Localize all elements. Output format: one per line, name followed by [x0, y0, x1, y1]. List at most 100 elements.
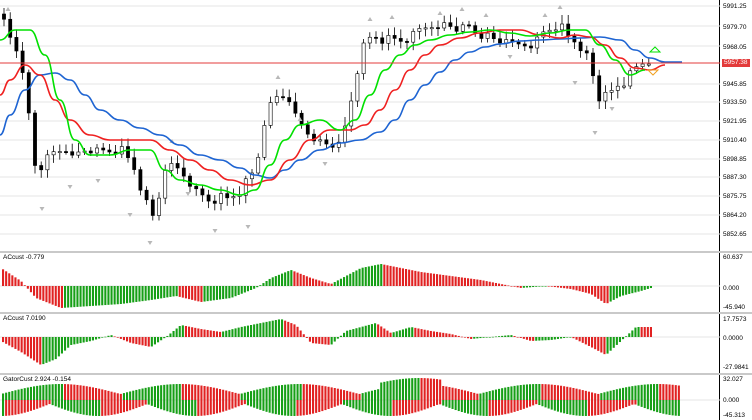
fractal-arrow — [367, 17, 373, 21]
ac2-plot-area[interactable]: ACcust 7.0190 — [0, 314, 720, 373]
panel-separator[interactable] — [0, 251, 752, 253]
gator-upper-bar — [529, 384, 532, 400]
histogram-bar — [560, 286, 563, 288]
gator-lower-bar — [8, 400, 11, 416]
candle-body — [287, 97, 292, 103]
candle-body — [88, 150, 93, 154]
gator-upper-bar — [445, 386, 448, 400]
gator-lower-bar — [420, 400, 423, 411]
candle-body — [144, 189, 149, 201]
histogram-bar — [386, 330, 389, 337]
gator-upper-bar — [324, 386, 327, 400]
histogram-bar — [463, 277, 466, 286]
gator-upper-bar — [219, 389, 222, 400]
gator-upper-bar — [11, 391, 14, 400]
price-plot-area[interactable] — [0, 0, 720, 251]
gator-upper-bar — [82, 385, 85, 400]
gator-plot-area[interactable]: GatorCust 2.924 -0.154 — [0, 375, 720, 420]
panel-separator[interactable] — [0, 373, 752, 375]
gator-lower-bar — [42, 400, 45, 407]
gator-upper-bar — [150, 386, 153, 400]
histogram-bar — [253, 324, 256, 337]
price-tick: 5921.95 — [723, 118, 747, 125]
gator-upper-bar — [110, 391, 113, 400]
gator-lower-bar — [485, 400, 488, 416]
gator-lower-bar — [253, 400, 256, 408]
price-chart[interactable] — [0, 0, 720, 251]
histogram-bar — [160, 286, 163, 299]
histogram-bar — [491, 282, 494, 286]
histogram-bar — [296, 326, 299, 337]
gator-subwindow[interactable]: GatorCust 2.924 -0.154 32.027 0.000 -45.… — [0, 375, 752, 420]
ac1-histogram[interactable] — [0, 253, 720, 312]
histogram-bar — [250, 325, 253, 337]
gator-lower-bar — [36, 400, 39, 409]
gator-lower-bar — [637, 400, 640, 406]
histogram-bar — [498, 283, 501, 286]
histogram-bar — [91, 337, 94, 341]
candle-body — [423, 27, 428, 30]
histogram-bar — [454, 276, 457, 286]
gator-upper-bar — [339, 389, 342, 400]
histogram-bar — [110, 286, 113, 305]
histogram-bar — [451, 276, 454, 286]
histogram-bar — [504, 335, 507, 337]
gator-lower-bar — [560, 400, 563, 413]
main-price-panel[interactable]: 5991.25 5979.70 5968.05 5957.38 5945.85 … — [0, 0, 752, 251]
histogram-bar — [467, 337, 470, 339]
gator-lower-bar — [48, 400, 51, 405]
histogram-bar — [5, 337, 8, 344]
gator-tick: 32.027 — [723, 376, 743, 383]
gator-upper-bar — [405, 378, 408, 400]
ac-subwindow-2[interactable]: ACcust 7.0190 17.7573 0.0000 -27.9841 — [0, 314, 752, 373]
panel-separator[interactable] — [0, 312, 752, 314]
histogram-bar — [85, 337, 88, 342]
gator-scale[interactable]: 32.027 0.000 -45.313 — [720, 375, 752, 420]
price-scale[interactable]: 5991.25 5979.70 5968.05 5957.38 5945.85 … — [720, 0, 752, 251]
histogram-bar — [67, 337, 70, 348]
histogram-bar — [79, 337, 82, 344]
histogram-bar — [73, 286, 76, 308]
histogram-bar — [293, 324, 296, 337]
histogram-bar — [302, 334, 305, 337]
gator-marker — [646, 69, 660, 76]
ac2-scale[interactable]: 17.7573 0.0000 -27.9841 — [720, 314, 752, 373]
histogram-bar — [572, 286, 575, 290]
candle-body — [95, 147, 99, 154]
histogram-bar — [460, 277, 463, 286]
histogram-bar — [346, 330, 349, 337]
gator-upper-bar — [463, 390, 466, 400]
histogram-bar — [73, 337, 76, 345]
gator-upper-bar — [336, 388, 339, 400]
candle-body — [615, 85, 620, 91]
histogram-bar — [532, 286, 535, 288]
ac1-plot-area[interactable]: ACcust -0.779 — [0, 253, 720, 312]
candle-body — [281, 96, 285, 99]
histogram-bar — [386, 265, 389, 286]
fractal-arrow — [459, 7, 465, 11]
ac-subwindow-1[interactable]: ACcust -0.779 60.637 0.000 -45.940 — [0, 253, 752, 312]
gator-upper-bar — [442, 385, 445, 400]
histogram-bar — [330, 283, 333, 286]
ac1-scale[interactable]: 60.637 0.000 -45.940 — [720, 253, 752, 312]
histogram-bar — [163, 286, 166, 298]
candle-body — [256, 157, 261, 174]
gator-upper-bar — [73, 384, 76, 400]
gator-lower-bar — [442, 400, 445, 406]
ac2-histogram[interactable] — [0, 314, 720, 373]
gator-lower-bar — [215, 400, 218, 414]
gator-upper-bar — [677, 385, 680, 400]
candle-body — [498, 38, 502, 44]
histogram-bar — [2, 337, 5, 343]
histogram-bar — [104, 286, 107, 306]
gator-upper-bar — [268, 386, 271, 400]
candle-body — [194, 186, 199, 190]
histogram-bar — [414, 327, 417, 337]
histogram-bar — [392, 266, 395, 286]
gator-histogram[interactable] — [0, 375, 720, 420]
gator-upper-bar — [203, 385, 206, 400]
gator-upper-bar — [594, 393, 597, 400]
gator-lower-bar — [578, 400, 581, 416]
histogram-bar — [380, 326, 383, 337]
histogram-bar — [535, 337, 538, 341]
